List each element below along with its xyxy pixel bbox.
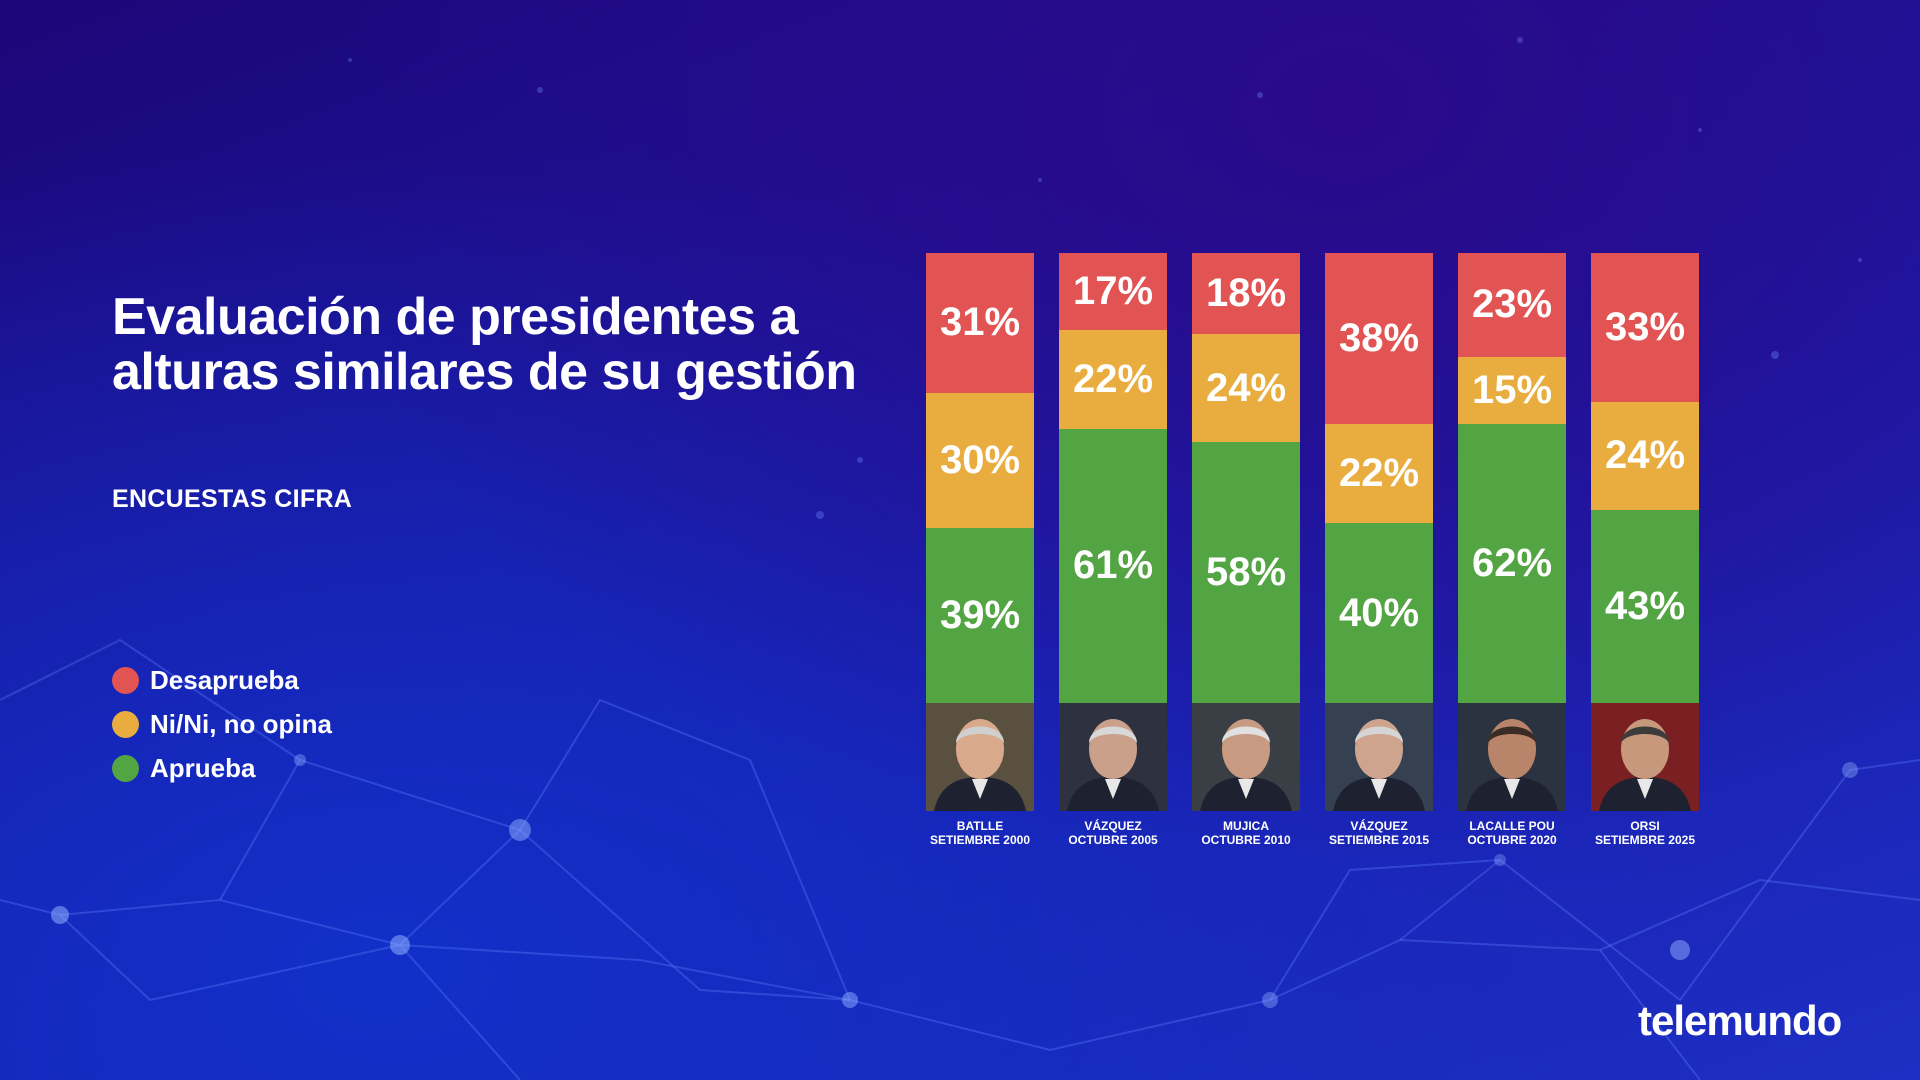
bar-segment-ni-ni: 22% — [1325, 424, 1433, 523]
bar-segment-aprueba: 58% — [1192, 442, 1300, 703]
bar-segment-aprueba: 43% — [1591, 509, 1699, 703]
stacked-bar: 31% 30% 39% — [926, 253, 1034, 703]
president-label: VÁZQUEZ OCTUBRE 2005 — [1059, 819, 1167, 847]
president-label: MUJICA OCTUBRE 2010 — [1192, 819, 1300, 847]
stacked-bar: 38% 22% 40% — [1325, 253, 1433, 703]
president-label: LACALLE POU OCTUBRE 2020 — [1458, 819, 1566, 847]
survey-date: OCTUBRE 2010 — [1201, 833, 1291, 847]
bar-segment-desaprueba: 33% — [1591, 253, 1699, 402]
bar-segment-ni-ni: 24% — [1591, 401, 1699, 510]
legend-item-ni-ni: Ni/Ni, no opina — [112, 702, 332, 746]
data-label: 62% — [1471, 541, 1553, 585]
legend: Desaprueba Ni/Ni, no opina Aprueba — [112, 658, 332, 790]
bar-segment-desaprueba: 23% — [1458, 253, 1566, 357]
survey-date: SETIEMBRE 2025 — [1594, 833, 1696, 847]
president-name: BATLLE — [956, 819, 1004, 833]
data-label: 39% — [939, 592, 1021, 637]
bar-segment-ni-ni: 22% — [1059, 329, 1167, 429]
survey-date: SETIEMBRE 2015 — [1328, 833, 1430, 847]
data-label: 24% — [1604, 433, 1686, 477]
stacked-bar: 18% 24% 58% — [1192, 253, 1300, 703]
survey-date: OCTUBRE 2020 — [1467, 833, 1557, 847]
legend-dot-ni-ni — [112, 710, 139, 738]
data-label: 33% — [1604, 304, 1686, 349]
bar-segment-ni-ni: 30% — [926, 392, 1034, 528]
legend-dot-desaprueba — [112, 666, 139, 694]
president-name: ORSI — [1630, 819, 1660, 833]
data-label: 58% — [1205, 550, 1287, 594]
chart-title: Evaluación de presidentes a alturas simi… — [112, 288, 857, 401]
president-name: VÁZQUEZ — [1084, 819, 1142, 833]
data-label: 22% — [1338, 451, 1420, 495]
brand-logo: telemundo — [1638, 997, 1842, 1044]
bar-segment-aprueba: 61% — [1059, 428, 1167, 703]
data-label: 23% — [1471, 282, 1553, 327]
legend-item-desaprueba: Desaprueba — [112, 658, 332, 702]
bar-segment-desaprueba: 38% — [1325, 253, 1433, 424]
bar-column: 38% 22% 40% VÁZQUEZ SETIEMBRE 2015 — [1325, 253, 1433, 847]
president-name: VÁZQUEZ — [1350, 819, 1408, 833]
president-photo — [1591, 703, 1699, 811]
bar-column: 31% 30% 39% BATLLE SETIEMBRE 2000 — [926, 253, 1034, 847]
data-label: 40% — [1338, 590, 1420, 635]
president-photo — [1192, 703, 1300, 811]
data-label: 31% — [939, 300, 1021, 345]
president-photo — [1059, 703, 1167, 811]
data-label: 18% — [1205, 271, 1287, 315]
data-label: 61% — [1072, 543, 1154, 588]
data-label: 30% — [939, 437, 1021, 482]
president-label: BATLLE SETIEMBRE 2000 — [926, 819, 1034, 847]
survey-date: OCTUBRE 2005 — [1068, 833, 1158, 847]
president-name: LACALLE POU — [1469, 819, 1555, 833]
survey-date: SETIEMBRE 2000 — [929, 833, 1031, 847]
data-label: 38% — [1338, 316, 1420, 360]
legend-label-desaprueba: Desaprueba — [150, 664, 299, 695]
legend-label-aprueba: Aprueba — [150, 752, 256, 783]
data-label: 24% — [1205, 365, 1287, 410]
bar-column: 18% 24% 58% MUJICA OCTUBRE 2010 — [1192, 253, 1300, 847]
bar-segment-desaprueba: 18% — [1192, 253, 1300, 334]
bar-segment-aprueba: 39% — [926, 527, 1034, 703]
chart-subtitle: ENCUESTAS CIFRA — [112, 485, 353, 513]
president-photo — [1325, 703, 1433, 811]
stacked-bar: 33% 24% 43% — [1591, 253, 1699, 703]
legend-dot-aprueba — [112, 754, 139, 782]
president-photo — [1458, 703, 1566, 811]
bar-column: 17% 22% 61% VÁZQUEZ OCTUBRE 2005 — [1059, 253, 1167, 847]
bar-segment-aprueba: 62% — [1458, 424, 1566, 703]
data-label: 43% — [1604, 583, 1686, 628]
president-name: MUJICA — [1222, 819, 1269, 833]
bar-segment-desaprueba: 31% — [926, 253, 1034, 393]
legend-item-aprueba: Aprueba — [112, 746, 332, 790]
bar-segment-ni-ni: 15% — [1458, 356, 1566, 424]
president-label: ORSI SETIEMBRE 2025 — [1591, 819, 1699, 847]
stacked-bar: 17% 22% 61% — [1059, 253, 1167, 703]
data-label: 15% — [1471, 367, 1553, 412]
bar-segment-aprueba: 40% — [1325, 523, 1433, 703]
bar-column: 23% 15% 62% LACALLE POU OCTUBRE 2020 — [1458, 253, 1566, 847]
president-photo — [926, 703, 1034, 811]
bar-segment-ni-ni: 24% — [1192, 334, 1300, 442]
bar-segment-desaprueba: 17% — [1059, 253, 1167, 330]
data-label: 22% — [1072, 356, 1154, 401]
bar-column: 33% 24% 43% ORSI SETIEMBRE 2025 — [1591, 253, 1699, 847]
data-label: 17% — [1072, 268, 1154, 313]
president-label: VÁZQUEZ SETIEMBRE 2015 — [1325, 819, 1433, 847]
legend-label-ni-ni: Ni/Ni, no opina — [150, 708, 332, 739]
stacked-bar: 23% 15% 62% — [1458, 253, 1566, 703]
